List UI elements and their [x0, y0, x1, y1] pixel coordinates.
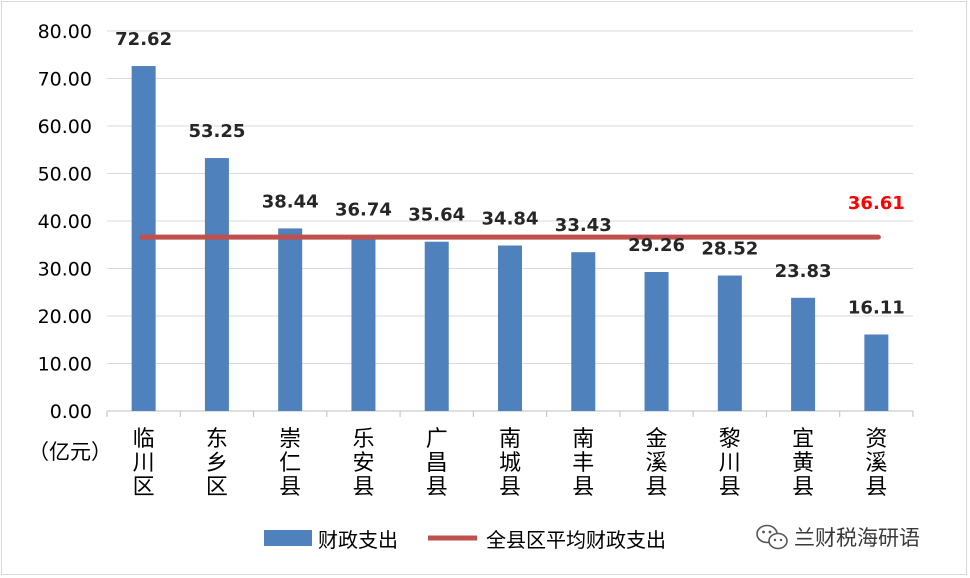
bar-value-label: 28.52: [701, 239, 758, 260]
bar: [791, 297, 816, 411]
bar-value-label: 36.74: [335, 199, 392, 220]
bar-value-label: 34.84: [482, 209, 539, 230]
legend-label-bar: 财政支出: [318, 528, 398, 552]
grid-lines: [107, 30, 913, 412]
y-tick-label: 10.00: [38, 354, 92, 376]
bar-value-label: 38.44: [262, 191, 319, 212]
y-unit-label: （亿元）: [28, 440, 112, 464]
bar-value-label: 53.25: [188, 121, 245, 142]
x-category-label: 崇仁县: [279, 427, 301, 500]
bar: [351, 236, 376, 411]
y-tick-label: 30.00: [38, 259, 92, 281]
bar-value-label: 23.83: [775, 261, 832, 282]
legend: 财政支出 全县区平均财政支出: [264, 528, 666, 552]
y-tick-label: 70.00: [38, 69, 92, 91]
wechat-icon: [756, 524, 788, 550]
x-category-label: 金溪县: [646, 427, 668, 500]
x-category-label: 临川区: [133, 427, 155, 500]
average-value-label: 36.61: [848, 193, 905, 214]
x-category-label: 宜黄县: [792, 427, 814, 500]
y-tick-label: 20.00: [38, 306, 92, 328]
bar-value-label: 35.64: [408, 205, 465, 226]
bar: [278, 228, 303, 411]
x-category-label: 乐安县: [352, 427, 374, 500]
bar-value-label: 16.11: [848, 297, 905, 318]
watermark-text: 兰财税海研语: [794, 526, 920, 550]
y-tick-label: 50.00: [38, 164, 92, 186]
x-category-label: 广昌县: [426, 427, 448, 500]
x-category-label: 南丰县: [572, 427, 594, 500]
y-tick-label: 40.00: [38, 211, 92, 233]
bar: [864, 334, 889, 411]
legend-swatch-bar: [264, 530, 312, 546]
bar-value-label: 33.43: [555, 215, 612, 236]
bar: [424, 241, 449, 411]
x-category-label: 东乡区: [206, 427, 228, 500]
x-category-label: 资溪县: [865, 427, 887, 500]
y-axis: 0.00 10.00 20.00 30.00 40.00 50.00 60.00 70.00 8…: [38, 21, 92, 423]
data-labels: 72.62 53.25 38.44 36.74 35.64 34.84 33.43 29.26…: [115, 29, 905, 318]
y-tick-label: 60.00: [38, 116, 92, 138]
bars: [131, 66, 889, 412]
bar: [644, 272, 669, 411]
average-line-group: 36.61: [139, 193, 905, 240]
bar: [204, 158, 229, 411]
bar-value-label: 29.26: [628, 235, 685, 256]
bar: [717, 275, 742, 411]
x-category-label: 南城县: [499, 427, 521, 500]
bar: [571, 252, 596, 411]
bar: [498, 245, 522, 411]
bar-value-label: 72.62: [115, 29, 172, 50]
x-category-label: 黎川县: [719, 427, 741, 500]
y-tick-label: 80.00: [38, 21, 92, 43]
watermark: 兰财税海研语: [756, 524, 920, 550]
x-axis: 临川区 东乡区 崇仁县 乐安县 广昌县 南城县 南丰县 金溪县 黎川县 宜黄县 资溪县: [106, 411, 914, 500]
y-tick-label: 0.00: [50, 401, 92, 423]
legend-label-line: 全县区平均财政支出: [486, 528, 666, 552]
